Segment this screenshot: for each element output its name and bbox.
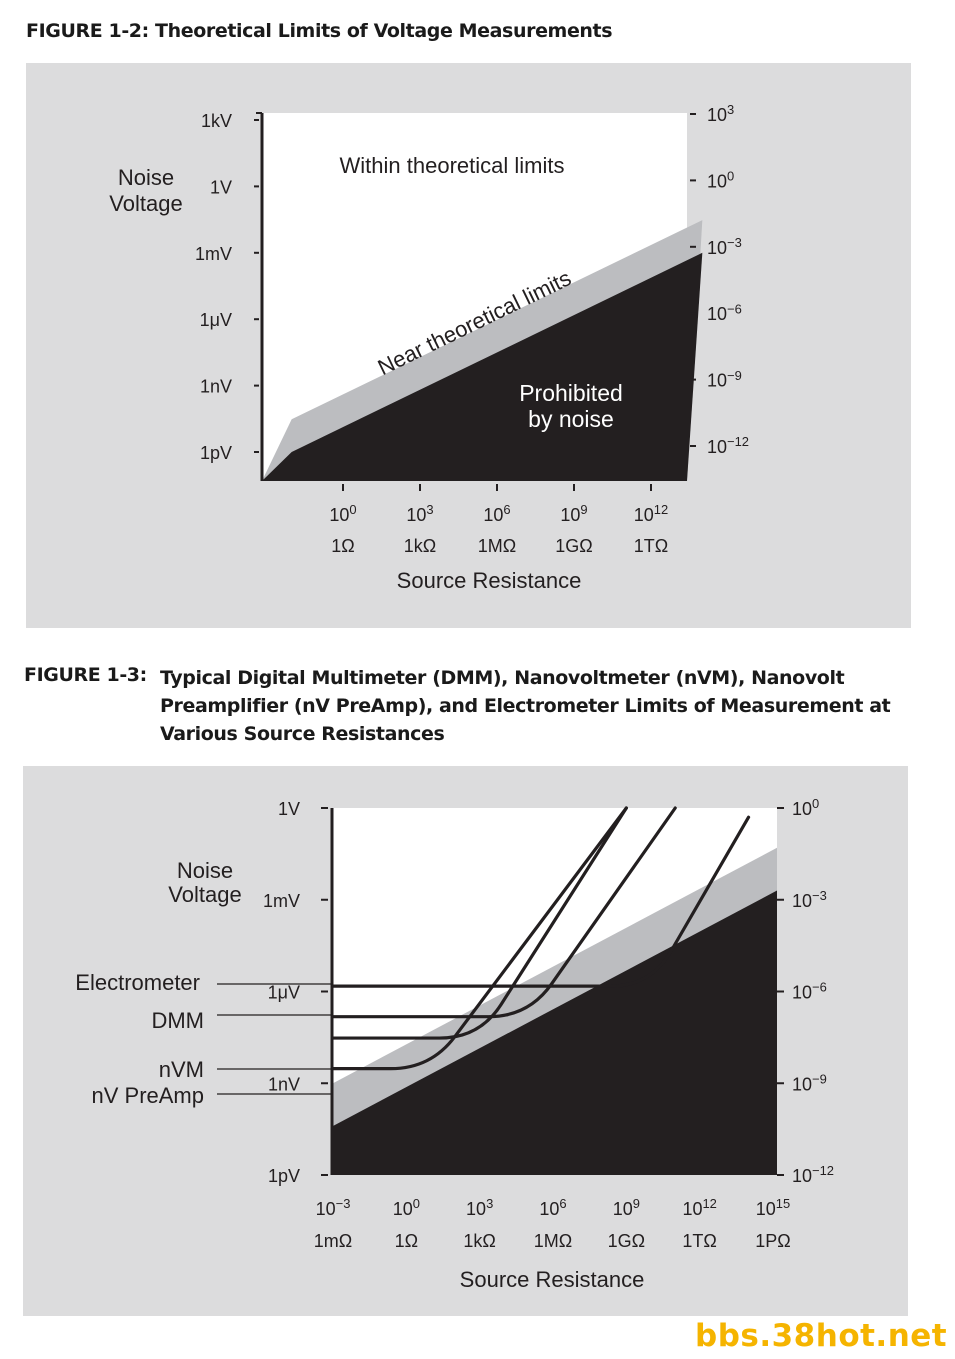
fig2-x-tick-unit-1: 1Ω [395, 1231, 418, 1251]
curve-electrometer [331, 815, 751, 988]
y-tick-label-right-3: 10−6 [707, 301, 742, 324]
y-tick-label-left-1: 1V [210, 177, 232, 197]
x-tick-unit-1: 1kΩ [404, 536, 436, 556]
fig2-y-tick-label-left-0: 1V [278, 799, 300, 819]
fig2-x-tick-unit-4: 1GΩ [608, 1231, 645, 1251]
fig2-x-tick-unit-6: 1PΩ [755, 1231, 790, 1251]
fig2-x-tick-unit-0: 1mΩ [314, 1231, 352, 1251]
x-tick-unit-4: 1TΩ [634, 536, 668, 556]
x-tick-label-3: 109 [560, 502, 587, 525]
figure-1-caption: FIGURE 1-2: Theoretical Limits of Voltag… [26, 20, 613, 42]
fig2-y-tick-label-left-4: 1pV [268, 1166, 300, 1186]
figure-1-y-axis-label-line2: Voltage [109, 191, 182, 216]
series-label-nv-preamp: nV PreAmp [92, 1083, 205, 1108]
fig2-x-tick-label-4: 109 [613, 1196, 640, 1219]
figure-2-y-axis-label-line2: Voltage [168, 882, 241, 907]
series-label-nvm: nVM [159, 1057, 204, 1082]
x-tick-label-0: 100 [329, 502, 356, 525]
y-tick-label-right-4: 10−9 [707, 368, 742, 391]
y-tick-label-left-3: 1μV [200, 310, 232, 330]
fig2-x-tick-label-6: 1015 [756, 1196, 790, 1219]
curve-nvm [331, 806, 628, 1040]
figure-2-y-axis-label-line1: Noise [177, 858, 233, 883]
x-tick-label-4: 1012 [634, 502, 668, 525]
y-tick-label-left-4: 1nV [200, 377, 232, 397]
series-label-electrometer: Electrometer [75, 970, 200, 995]
fig2-y-tick-label-right-1: 10−3 [792, 888, 827, 911]
series-label-dmm: DMM [151, 1008, 204, 1033]
fig2-x-tick-label-1: 100 [393, 1196, 420, 1219]
x-tick-unit-2: 1MΩ [478, 536, 516, 556]
fig2-y-tick-label-right-0: 100 [792, 796, 819, 819]
y-tick-label-right-5: 10−12 [707, 434, 749, 457]
x-tick-unit-3: 1GΩ [555, 536, 592, 556]
curve-nv-preamp [331, 806, 628, 1071]
fig2-x-tick-label-2: 103 [466, 1196, 493, 1219]
y-tick-label-left-0: 1kV [201, 111, 232, 131]
fig2-x-tick-unit-3: 1MΩ [534, 1231, 572, 1251]
fig2-x-tick-label-0: 10−3 [316, 1196, 351, 1219]
y-tick-label-left-2: 1mV [195, 244, 232, 264]
y-tick-label-right-0: 103 [707, 102, 734, 125]
fig2-y-tick-label-right-4: 10−12 [792, 1163, 834, 1186]
figure-1-title: Theoretical Limits of Voltage Measuremen… [155, 20, 613, 42]
x-tick-label-1: 103 [406, 502, 433, 525]
figure-2-label: FIGURE 1-3: [24, 664, 147, 686]
fig2-x-tick-label-3: 106 [539, 1196, 566, 1219]
fig2-y-tick-label-right-2: 10−6 [792, 980, 827, 1003]
x-tick-unit-0: 1Ω [331, 536, 354, 556]
y-tick-label-left-5: 1pV [200, 443, 232, 463]
prohibited-label-line2: by noise [528, 406, 614, 432]
fig2-x-tick-unit-2: 1kΩ [463, 1231, 495, 1251]
within-limits-label: Within theoretical limits [340, 153, 565, 178]
fig2-x-tick-label-5: 1012 [682, 1196, 716, 1219]
fig2-y-tick-label-right-3: 10−9 [792, 1071, 827, 1094]
figure-1-y-axis-label-line1: Noise [118, 165, 174, 190]
watermark: bbs.38hot.net [695, 1318, 948, 1354]
y-tick-label-right-1: 100 [707, 169, 734, 192]
prohibited-label-line1: Prohibited [519, 380, 623, 406]
fig2-y-tick-label-left-1: 1mV [263, 891, 300, 911]
y-tick-label-right-2: 10−3 [707, 235, 742, 258]
figure-2-x-axis-label: Source Resistance [460, 1267, 645, 1292]
figure-1-label: FIGURE 1-2: [26, 20, 149, 42]
figure-1-x-axis-label: Source Resistance [397, 568, 582, 593]
fig2-y-tick-label-left-3: 1nV [268, 1074, 300, 1094]
fig2-y-tick-label-left-2: 1μV [268, 983, 300, 1003]
x-tick-label-2: 106 [483, 502, 510, 525]
figure-2-title: Typical Digital Multimeter (DMM), Nanovo… [160, 667, 891, 745]
fig2-x-tick-unit-5: 1TΩ [682, 1231, 716, 1251]
prohibited-region [262, 252, 703, 481]
